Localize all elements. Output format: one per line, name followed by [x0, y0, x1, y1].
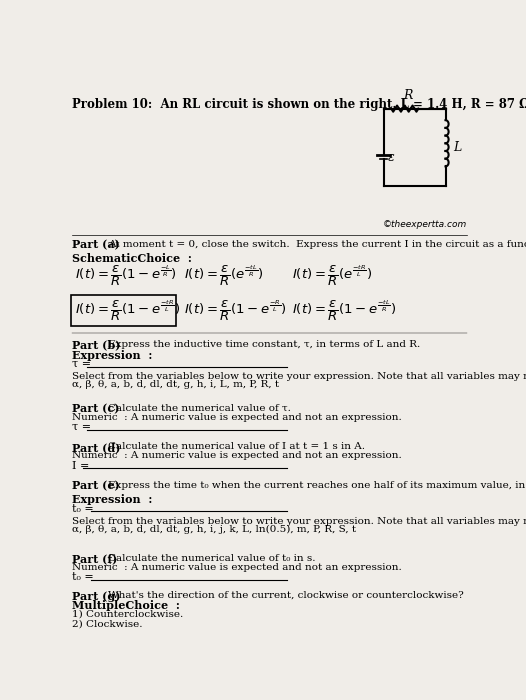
- Text: What's the direction of the current, clockwise or counterclockwise?: What's the direction of the current, clo…: [108, 591, 464, 600]
- Text: Part (f): Part (f): [72, 554, 117, 565]
- Text: Part (d): Part (d): [72, 442, 120, 453]
- Text: Express the inductive time constant, τ, in terms of L and R.: Express the inductive time constant, τ, …: [108, 340, 421, 349]
- Text: I =: I =: [72, 461, 93, 470]
- Text: τ =: τ =: [72, 359, 95, 369]
- Text: t₀ =: t₀ =: [72, 504, 97, 514]
- Text: MultipleChoice  :: MultipleChoice :: [72, 600, 180, 611]
- Text: Calculate the numerical value of I at t = 1 s in A.: Calculate the numerical value of I at t …: [108, 442, 366, 451]
- Text: $I(t) = \dfrac{\varepsilon}{R}(1 - e^{\frac{-R}{L}})$: $I(t) = \dfrac{\varepsilon}{R}(1 - e^{\f…: [184, 298, 286, 323]
- Text: SchematicChoice  :: SchematicChoice :: [72, 253, 192, 264]
- Text: Part (c): Part (c): [72, 403, 119, 414]
- Text: Numeric  : A numeric value is expected and not an expression.: Numeric : A numeric value is expected an…: [72, 452, 402, 461]
- Text: Express the time t₀ when the current reaches one half of its maximum value, in t: Express the time t₀ when the current rea…: [108, 480, 526, 489]
- Text: $I(t) = \dfrac{\varepsilon}{R}(e^{\frac{-tL}{R}})$: $I(t) = \dfrac{\varepsilon}{R}(e^{\frac{…: [184, 263, 263, 288]
- Text: R: R: [403, 90, 412, 102]
- Text: Select from the variables below to write your expression. Note that all variable: Select from the variables below to write…: [72, 372, 526, 381]
- Text: ε: ε: [387, 150, 394, 164]
- Text: Expression  :: Expression :: [72, 494, 153, 505]
- Text: τ =: τ =: [72, 422, 95, 432]
- Text: Part (g): Part (g): [72, 591, 120, 602]
- Text: Part (a): Part (a): [72, 239, 120, 251]
- Text: Calculate the numerical value of t₀ in s.: Calculate the numerical value of t₀ in s…: [108, 554, 316, 563]
- Text: Problem 10:  An RL circuit is shown on the right. L = 1.4 H, R = 87 Ω, ε = 1.5 V: Problem 10: An RL circuit is shown on th…: [72, 98, 526, 111]
- Bar: [71, 295, 176, 326]
- Text: Calculate the numerical value of τ.: Calculate the numerical value of τ.: [108, 403, 291, 412]
- Text: α, β, θ, a, b, d, dl, dt, g, h, i, j, k, L, ln(0.5), m, P, R, S, t: α, β, θ, a, b, d, dl, dt, g, h, i, j, k,…: [72, 525, 356, 534]
- Text: Select from the variables below to write your expression. Note that all variable: Select from the variables below to write…: [72, 517, 526, 526]
- Text: Numeric  : A numeric value is expected and not an expression.: Numeric : A numeric value is expected an…: [72, 563, 402, 572]
- Text: $I(t) = \dfrac{\varepsilon}{R}(1 - e^{\frac{-tL}{R}})$: $I(t) = \dfrac{\varepsilon}{R}(1 - e^{\f…: [292, 298, 396, 323]
- Text: $I(t) = \dfrac{\varepsilon}{R}(e^{\frac{-tR}{L}})$: $I(t) = \dfrac{\varepsilon}{R}(e^{\frac{…: [292, 263, 372, 288]
- Text: 2) Clockwise.: 2) Clockwise.: [72, 619, 143, 628]
- Text: Part (e): Part (e): [72, 480, 119, 491]
- Text: 1) Counterclockwise.: 1) Counterclockwise.: [72, 609, 183, 618]
- Text: ©theexpertta.com: ©theexpertta.com: [383, 220, 467, 229]
- Text: L: L: [453, 141, 461, 153]
- Text: Part (b): Part (b): [72, 340, 120, 351]
- Text: t₀ =: t₀ =: [72, 572, 97, 582]
- Text: $I(t) = \dfrac{\varepsilon}{R}(1 - e^{\frac{-L}{R}})$: $I(t) = \dfrac{\varepsilon}{R}(1 - e^{\f…: [75, 263, 177, 288]
- Text: $I(t) = \dfrac{\varepsilon}{R}(1 - e^{\frac{-tR}{L}})$: $I(t) = \dfrac{\varepsilon}{R}(1 - e^{\f…: [75, 298, 180, 323]
- Text: Expression  :: Expression :: [72, 350, 153, 360]
- Text: α, β, θ, a, b, d, dl, dt, g, h, i, L, m, P, R, t: α, β, θ, a, b, d, dl, dt, g, h, i, L, m,…: [72, 381, 279, 389]
- Text: At moment t = 0, close the switch.  Express the current I in the circuit as a fu: At moment t = 0, close the switch. Expre…: [108, 239, 526, 248]
- Text: Numeric  : A numeric value is expected and not an expression.: Numeric : A numeric value is expected an…: [72, 413, 402, 422]
